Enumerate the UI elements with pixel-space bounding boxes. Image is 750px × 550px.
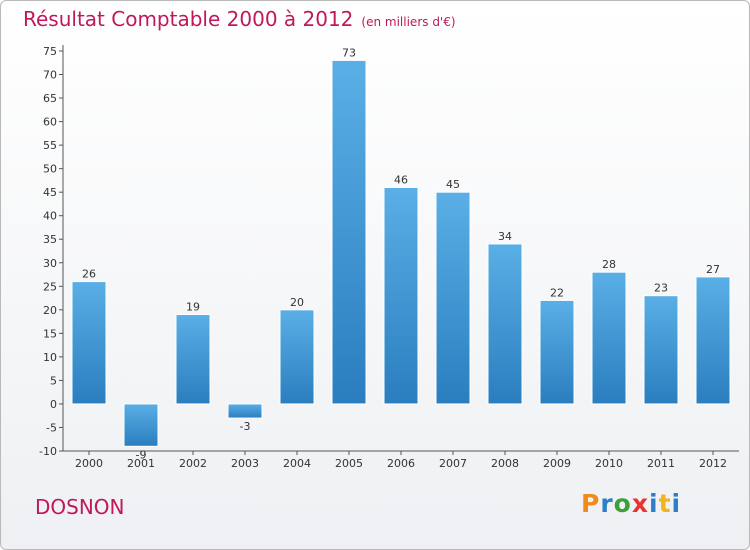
- bar-2011: [643, 295, 679, 405]
- logo-letter: o: [613, 489, 632, 518]
- y-tick-label: 35: [43, 233, 57, 246]
- y-tick-label: 75: [43, 45, 57, 58]
- x-tick-label-2006: 2006: [387, 457, 415, 470]
- y-tick-label: 50: [43, 163, 57, 176]
- bars-layer: [71, 59, 731, 447]
- value-label-2010: 28: [602, 258, 616, 271]
- x-tick-label-2010: 2010: [595, 457, 623, 470]
- y-tick-label: -5: [46, 421, 57, 434]
- x-tick-label-2003: 2003: [231, 457, 259, 470]
- y-tick-label: 45: [43, 186, 57, 199]
- value-label-2003: -3: [240, 420, 251, 433]
- value-label-2012: 27: [706, 263, 720, 276]
- y-tick-label: 55: [43, 139, 57, 152]
- y-tick-label: 25: [43, 280, 57, 293]
- bar-2012: [695, 276, 731, 405]
- x-tick-label-2012: 2012: [699, 457, 727, 470]
- x-tick-label-2000: 2000: [75, 457, 103, 470]
- x-tick-label-2008: 2008: [491, 457, 519, 470]
- value-label-2002: 19: [186, 301, 200, 314]
- x-tick-label-2011: 2011: [647, 457, 675, 470]
- x-tick-label-2009: 2009: [543, 457, 571, 470]
- bar-2005: [331, 59, 367, 405]
- logo-letter: x: [631, 489, 649, 518]
- y-tick-label: 40: [43, 210, 57, 223]
- y-tick-label: 65: [43, 92, 57, 105]
- value-label-2005: 73: [342, 46, 356, 59]
- chart-title-text: Résultat Comptable 2000 à 2012: [23, 7, 354, 31]
- chart-subtitle: (en milliers d'€): [361, 15, 456, 29]
- y-tick-label: 0: [50, 398, 57, 411]
- logo-letter: i: [671, 489, 682, 518]
- bar-2002: [175, 314, 211, 405]
- x-tick-label-2004: 2004: [283, 457, 311, 470]
- y-tick-label: -10: [39, 445, 57, 458]
- y-tick-label: 20: [43, 304, 57, 317]
- bar-2006: [383, 186, 419, 405]
- value-labels-layer: 26 -9 19 -3 20 73 46 45 34 22 28 23 27: [82, 46, 720, 461]
- logo-letter: i: [649, 489, 659, 518]
- chart-title: Résultat Comptable 2000 à 2012 (en millie…: [23, 7, 456, 31]
- value-label-2004: 20: [290, 296, 304, 309]
- x-tick-label-2007: 2007: [439, 457, 467, 470]
- proxiti-logo[interactable]: Proxiti: [581, 489, 681, 518]
- value-label-2001: -9: [136, 448, 147, 461]
- bar-2008: [487, 243, 523, 405]
- y-tick-label: 15: [43, 327, 57, 340]
- y-tick-label: 30: [43, 257, 57, 270]
- bar-2004: [279, 309, 315, 405]
- bar-2007: [435, 191, 471, 405]
- logo-letter: r: [600, 489, 614, 518]
- y-tick-label: 60: [43, 116, 57, 129]
- bar-2003: [227, 403, 263, 419]
- value-label-2007: 45: [446, 178, 460, 191]
- x-tick-label-2005: 2005: [335, 457, 363, 470]
- y-tick-label: 5: [50, 374, 57, 387]
- logo-letter: t: [658, 489, 672, 518]
- value-label-2009: 22: [550, 286, 564, 299]
- x-tick-label-2002: 2002: [179, 457, 207, 470]
- value-label-2000: 26: [82, 268, 96, 281]
- bar-2000: [71, 281, 107, 405]
- bar-2009: [539, 299, 575, 405]
- x-tick-label-2001: 2001: [127, 457, 155, 470]
- value-label-2011: 23: [654, 282, 668, 295]
- bar-2001: [123, 403, 159, 447]
- y-tick-label: 10: [43, 351, 57, 364]
- commune-name: DOSNON: [35, 495, 125, 519]
- logo-letter: P: [581, 489, 601, 518]
- y-tick-label: 70: [43, 69, 57, 82]
- bar-2010: [591, 271, 627, 405]
- value-label-2006: 46: [394, 173, 408, 186]
- value-label-2008: 34: [498, 230, 512, 243]
